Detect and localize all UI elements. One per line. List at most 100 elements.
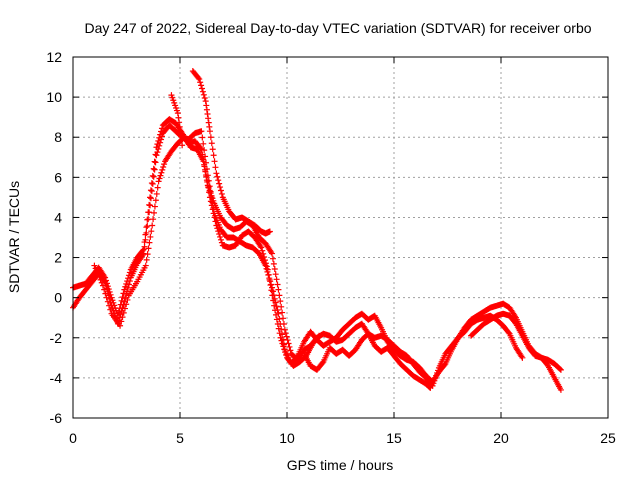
data-point: [158, 169, 165, 176]
data-point: [121, 305, 128, 312]
data-point: [146, 239, 153, 246]
data-point: [97, 276, 104, 283]
data-point: [283, 333, 290, 340]
y-tick-label: -2: [50, 330, 63, 346]
data-point: [200, 91, 207, 98]
data-point: [270, 297, 277, 304]
y-tick-label: -4: [50, 370, 63, 386]
data-point: [174, 110, 181, 117]
data-point: [258, 244, 265, 251]
data-point: [270, 260, 277, 267]
data-point: [155, 178, 162, 185]
data-point: [148, 228, 155, 235]
data-point: [278, 303, 285, 310]
data-point: [215, 228, 222, 235]
data-point: [200, 140, 207, 147]
data-point: [279, 340, 286, 347]
data-point: [273, 316, 280, 323]
data-point: [106, 288, 113, 295]
data-point: [207, 198, 214, 205]
data-point: [117, 322, 124, 329]
data-point: [103, 280, 110, 287]
data-point: [209, 146, 216, 153]
data-series-satellite-track-4: [168, 92, 186, 149]
data-point: [151, 166, 158, 173]
data-point: [213, 222, 220, 229]
y-tick-label: 8: [54, 129, 62, 145]
data-point: [106, 302, 113, 309]
data-point: [269, 255, 276, 262]
data-point: [102, 290, 109, 297]
data-point: [160, 164, 167, 171]
data-point: [159, 166, 166, 173]
data-point: [103, 294, 110, 301]
data-point: [286, 343, 293, 350]
y-axis-label: SDTVAR / TECUs: [6, 181, 22, 293]
axis-ticks: [72, 56, 609, 419]
data-point: [218, 190, 225, 197]
data-point: [272, 311, 279, 318]
data-point: [205, 184, 212, 191]
data-point: [98, 279, 105, 286]
data-point: [274, 321, 281, 328]
data-point: [200, 158, 207, 165]
data-point: [95, 271, 102, 278]
data-point: [143, 224, 150, 231]
data-point: [147, 195, 154, 202]
data-point: [212, 164, 219, 171]
data-series-satellite-track-1: [70, 122, 564, 385]
data-point: [216, 231, 223, 238]
data-point: [269, 250, 276, 257]
data-point: [195, 74, 202, 81]
data-point: [272, 271, 279, 278]
y-tick-label: 0: [54, 290, 62, 306]
data-point: [147, 233, 154, 240]
data-point: [121, 286, 128, 293]
data-point: [278, 337, 285, 344]
data-point: [427, 384, 434, 391]
data-point: [198, 128, 205, 135]
data-point: [315, 333, 322, 340]
data-point: [267, 282, 274, 289]
data-point: [125, 284, 132, 291]
data-point: [157, 172, 164, 179]
data-point: [266, 276, 273, 283]
y-tick-label: -6: [50, 410, 63, 426]
data-point: [155, 137, 162, 144]
data-point: [213, 170, 220, 177]
data-point: [158, 125, 165, 132]
data-point: [102, 274, 109, 281]
data-point: [125, 272, 132, 279]
x-tick-label: 10: [279, 430, 295, 446]
data-point: [279, 309, 286, 316]
data-point: [157, 131, 164, 138]
data-point: [262, 260, 269, 267]
x-tick-label: 25: [600, 430, 616, 446]
data-point: [199, 85, 206, 92]
data-point: [218, 239, 225, 246]
data-point: [210, 210, 217, 217]
data-point: [208, 202, 215, 209]
data-point: [178, 137, 185, 144]
x-tick-label: 15: [386, 430, 402, 446]
data-point: [202, 98, 209, 105]
data-point: [142, 231, 149, 238]
data-point: [161, 161, 168, 168]
data-series-satellite-track-3: [91, 134, 323, 369]
data-points: [70, 68, 564, 393]
y-tick-label: 4: [54, 209, 62, 225]
data-point: [153, 144, 160, 151]
data-point: [154, 184, 161, 191]
data-point: [115, 308, 122, 315]
data-point: [151, 203, 158, 210]
data-point: [203, 102, 210, 109]
data-point: [197, 79, 204, 86]
data-point: [119, 314, 126, 321]
data-point: [139, 247, 146, 254]
data-point: [505, 329, 512, 336]
data-point: [118, 318, 125, 325]
data-point: [283, 351, 290, 358]
data-point: [261, 253, 268, 260]
data-point: [201, 163, 208, 170]
